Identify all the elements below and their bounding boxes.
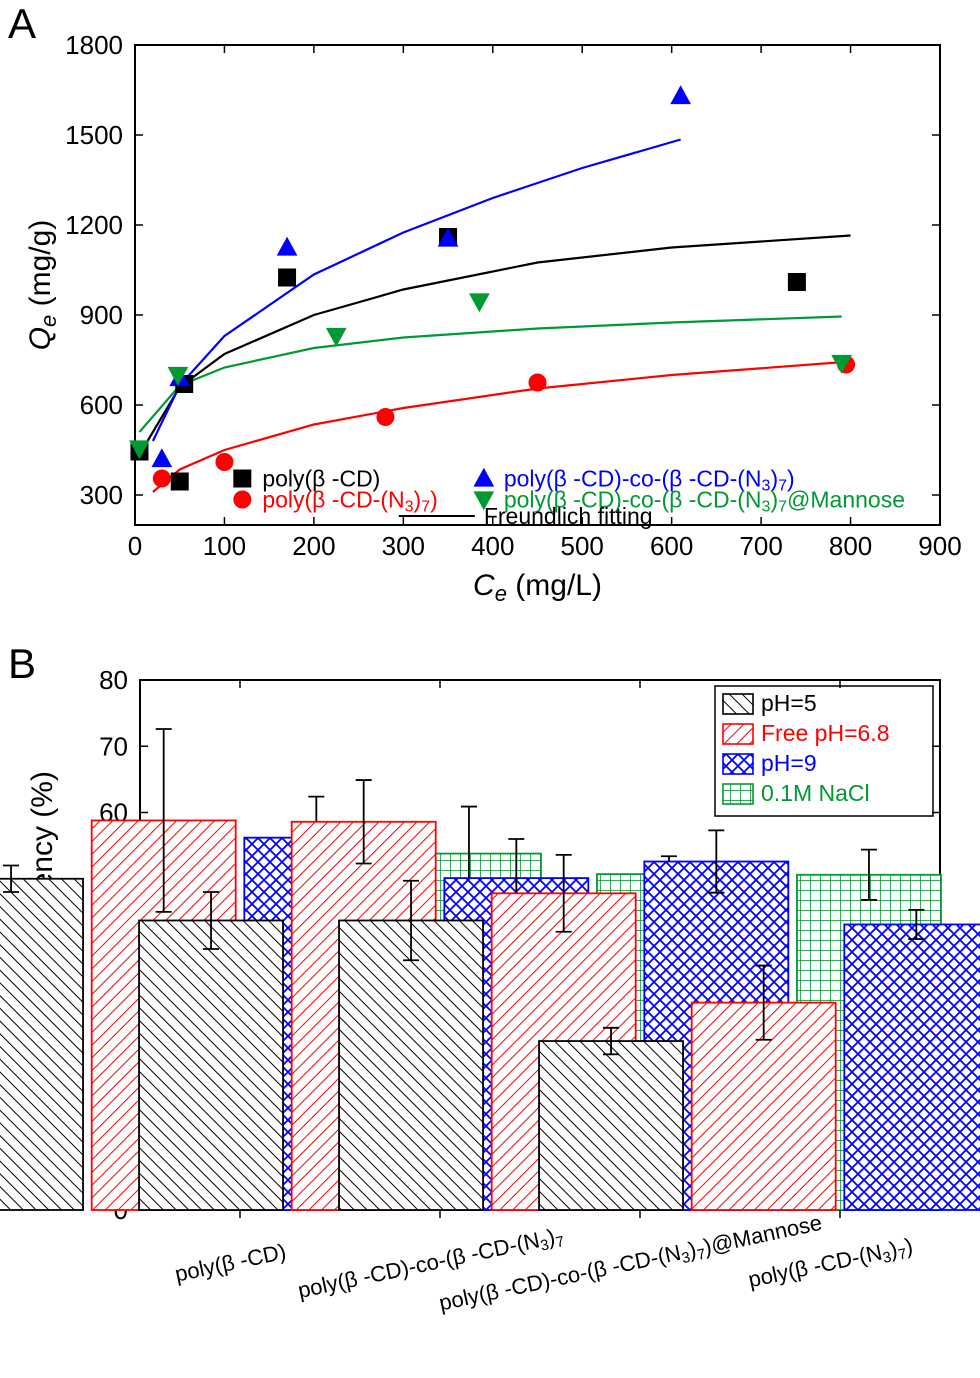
panel-a-chart: 0 100 200 300 400 500 600 700 800 900 300 600 900 120… <box>0 0 980 640</box>
svg-text:700: 700 <box>739 531 782 561</box>
svg-text:80: 80 <box>99 665 128 695</box>
svg-text:0.1M NaCl: 0.1M NaCl <box>761 780 870 806</box>
svg-text:Freundlich fitting: Freundlich fitting <box>484 503 653 529</box>
svg-text:500: 500 <box>561 531 604 561</box>
panel-label-a: A <box>8 0 36 48</box>
svg-text:pH=5: pH=5 <box>761 690 817 716</box>
svg-text:900: 900 <box>918 531 961 561</box>
svg-text:poly(β -CD): poly(β -CD) <box>173 1239 289 1287</box>
svg-text:800: 800 <box>829 531 872 561</box>
svg-text:400: 400 <box>471 531 514 561</box>
svg-text:Ce (mg/L): Ce (mg/L) <box>473 569 602 606</box>
svg-text:pH=9: pH=9 <box>761 750 817 776</box>
svg-text:600: 600 <box>80 390 123 420</box>
svg-text:600: 600 <box>650 531 693 561</box>
svg-text:Qe (mg/g): Qe (mg/g) <box>24 220 61 351</box>
svg-text:200: 200 <box>292 531 335 561</box>
svg-text:1500: 1500 <box>65 120 123 150</box>
svg-text:poly(β -CD-(N3)7): poly(β -CD-(N3)7) <box>262 487 437 516</box>
svg-text:70: 70 <box>99 731 128 761</box>
svg-text:300: 300 <box>382 531 425 561</box>
svg-text:1200: 1200 <box>65 210 123 240</box>
panel-b-chart: 01020304050607080MB removal efficiency (… <box>0 640 980 1378</box>
svg-text:1800: 1800 <box>65 30 123 60</box>
svg-text:300: 300 <box>80 480 123 510</box>
svg-text:100: 100 <box>203 531 246 561</box>
panel-label-b: B <box>8 640 36 688</box>
figure-container: A 0 100 200 300 400 500 600 700 800 900 300 600 900 1… <box>0 0 980 1378</box>
svg-text:900: 900 <box>80 300 123 330</box>
svg-text:Free pH=6.8: Free pH=6.8 <box>761 720 890 746</box>
svg-text:0: 0 <box>128 531 142 561</box>
